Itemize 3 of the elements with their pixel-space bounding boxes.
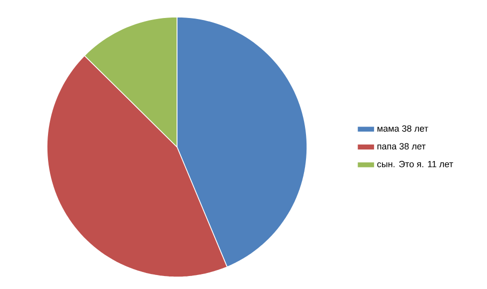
- legend-label: папа 38 лет: [378, 143, 426, 150]
- legend-label: мама 38 лет: [378, 125, 428, 132]
- legend-label: сын. Это я. 11 лет: [377, 160, 454, 168]
